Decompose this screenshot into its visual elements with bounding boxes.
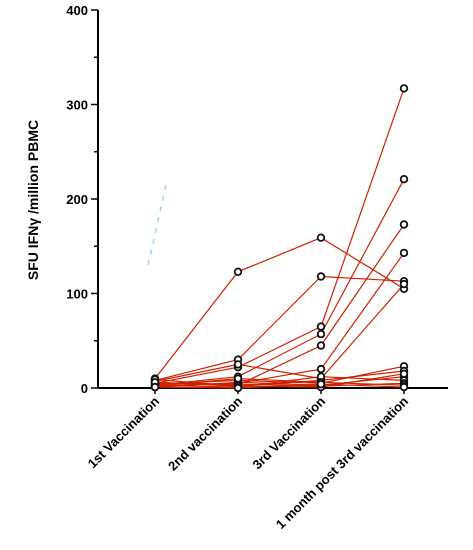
data-point [233,267,243,276]
x-tick-label: 3rd Vaccination [250,393,329,472]
series-line [154,283,405,382]
x-tick-label: 1 month post 3rd vaccination [273,393,411,531]
data-point [316,322,326,331]
data-point [399,220,409,229]
x-axis: 1st Vaccination 2nd vaccination 3rd Vaccin… [85,387,448,532]
data-point [233,374,243,383]
series-line [154,383,405,389]
scan-artifact [146,184,167,271]
series-lines [154,88,405,389]
series-line [154,252,405,387]
data-point [399,84,409,93]
y-tick-label: 200 [66,192,88,207]
data-point [233,360,243,369]
data-point [399,382,409,392]
series-line [154,88,405,384]
data-point [399,248,409,258]
data-point [316,329,326,339]
data-point [316,233,326,242]
x-tick-label: 1st Vaccination [85,393,163,471]
series-line [154,178,405,386]
data-point [399,279,409,289]
data-point [316,272,326,281]
x-tick-label: 2nd vaccination [165,393,245,473]
y-tick-label: 400 [66,3,88,18]
data-point [316,364,326,374]
data-point [399,369,409,378]
series-line [154,237,405,379]
data-point [233,383,243,393]
data-point [150,382,160,392]
data-point [316,341,326,350]
data-point [316,380,326,389]
y-tick-label: 0 [81,381,88,396]
y-tick-label: 100 [66,287,88,302]
data-points [150,84,409,393]
y-tick-label: 300 [66,98,88,113]
series-line [154,377,405,387]
y-axis-label: SFU IFNγ /million PBMC [25,120,41,280]
series-line [154,376,405,388]
y-axis: 0 100 200 300 400 [66,3,99,396]
series-line [154,275,405,381]
data-point [399,174,409,184]
